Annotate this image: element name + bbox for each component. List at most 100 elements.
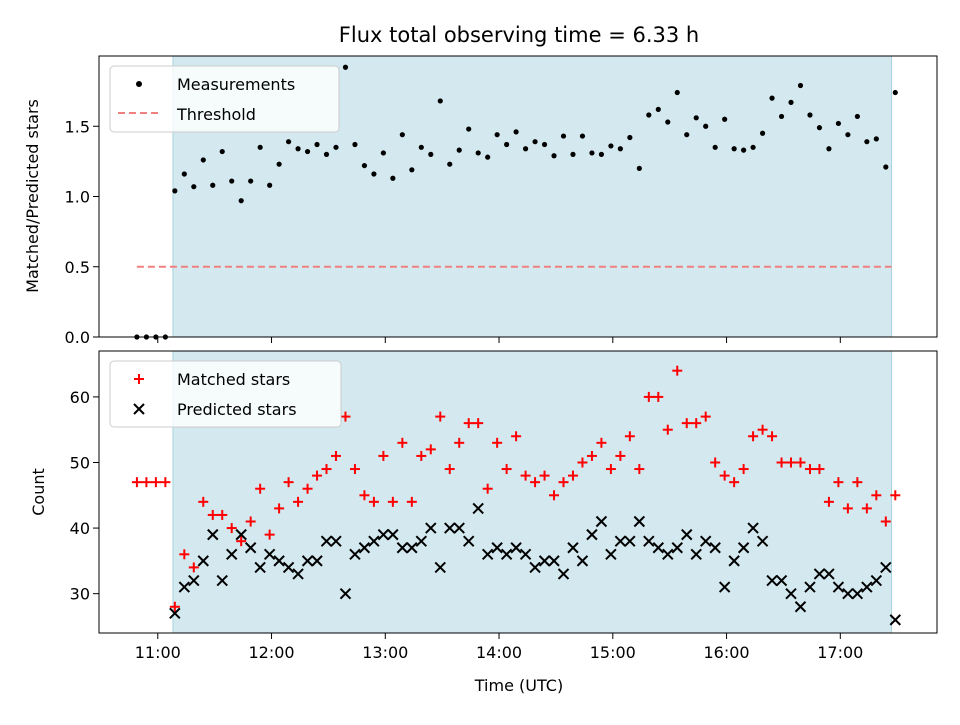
measurement-point — [665, 119, 671, 125]
matched-star-point — [615, 450, 626, 461]
measurement-point — [674, 89, 680, 96]
predicted-star-point-b — [662, 548, 674, 561]
matched-star-point — [691, 418, 702, 429]
measurement-point — [703, 123, 709, 129]
predicted-star-point-b — [756, 535, 769, 547]
measurement-point — [437, 98, 443, 104]
measurement-point — [485, 154, 491, 160]
xtick-label: 16:00 — [703, 643, 749, 662]
measurement-point — [513, 129, 519, 135]
top-ytick-label: 1.5 — [65, 117, 90, 136]
measurement-point — [788, 99, 794, 105]
predicted-star-point-b — [775, 574, 788, 587]
matched-star-point — [748, 431, 759, 442]
predicted-star-point-b — [349, 548, 361, 561]
measurement-point — [522, 146, 529, 152]
predicted-star-point-b — [396, 542, 409, 554]
measurement-point — [684, 132, 690, 138]
top-legend-box — [109, 65, 340, 133]
predicted-star-point-b — [377, 528, 390, 541]
predicted-star-point — [699, 535, 712, 547]
predicted-star-point-b — [178, 581, 191, 593]
predicted-star-point — [548, 555, 560, 567]
matched-star-point — [662, 424, 673, 435]
predicted-star-point — [823, 568, 835, 580]
measurement-point — [845, 132, 851, 138]
bottom-ytick-label: 40 — [70, 519, 90, 538]
matched-star-point — [444, 464, 455, 475]
matched-star-point — [586, 450, 597, 461]
matched-star-point — [729, 477, 740, 488]
predicted-star-point — [339, 587, 352, 600]
xtick-label: 15:00 — [590, 643, 636, 662]
predicted-star-point — [766, 574, 778, 587]
predicted-star-point — [557, 568, 570, 580]
measurement-point — [778, 113, 785, 120]
matched-star-point — [160, 477, 171, 488]
matched-star-point — [482, 483, 493, 494]
bottom-ytick-label: 50 — [70, 453, 90, 472]
matched-star-point — [700, 411, 711, 422]
predicted-star-point-b — [244, 542, 257, 554]
predicted-star-point — [794, 601, 807, 613]
predicted-star-point-b — [444, 522, 456, 534]
xtick-label: 17:00 — [817, 643, 863, 662]
measurement-point — [504, 141, 510, 148]
predicted-star-point-b — [728, 555, 740, 567]
matched-star-point — [378, 450, 389, 461]
measurement-point — [248, 178, 254, 184]
predicted-star-point — [169, 607, 181, 620]
measurement-point — [560, 133, 567, 139]
predicted-star-point — [785, 587, 797, 600]
measurement-point — [759, 130, 766, 136]
predicted-star-point — [737, 542, 750, 554]
predicted-star-point — [226, 548, 238, 561]
predicted-star-point — [368, 535, 380, 547]
predicted-star-point — [292, 568, 304, 580]
matched-star-point — [302, 483, 313, 494]
predicted-star-point — [216, 574, 228, 587]
predicted-star-point — [889, 614, 901, 626]
predicted-star-point — [690, 548, 702, 561]
predicted-star-point — [244, 542, 257, 554]
matched-star-point — [539, 470, 550, 481]
measurement-point — [466, 126, 472, 132]
predicted-star-point — [538, 555, 551, 567]
predicted-star-point — [491, 542, 503, 554]
bottom-legend: Matched stars Predicted stars — [109, 360, 342, 428]
matched-star-point — [226, 523, 237, 534]
matched-star-point — [131, 477, 142, 488]
matched-star-point — [795, 457, 806, 468]
measurement-point — [456, 147, 462, 153]
predicted-star-point-b — [207, 528, 219, 541]
matched-star-point — [634, 464, 645, 475]
measurement-point — [646, 112, 652, 118]
measurement-point — [532, 139, 538, 145]
matched-star-point — [681, 418, 692, 429]
measurement-point — [627, 134, 633, 141]
predicted-star-point-b — [737, 542, 750, 554]
predicted-star-point — [880, 561, 892, 574]
predicted-star-point — [870, 574, 883, 587]
measurement-point — [447, 161, 453, 167]
measurement-point — [807, 112, 813, 118]
measurement-point — [712, 144, 718, 150]
x-axis-label: Time (UTC) — [474, 676, 563, 695]
matched-star-point — [169, 601, 180, 612]
measurement-point — [655, 106, 661, 112]
predicted-star-point-b — [652, 542, 665, 554]
top-ytick-label: 0.0 — [65, 328, 90, 347]
predicted-star-point-b — [699, 535, 712, 547]
matched-star-point — [738, 464, 749, 475]
measurement-point — [342, 64, 349, 70]
matched-star-point — [624, 431, 635, 442]
predicted-star-point-b — [586, 528, 598, 541]
predicted-star-point-b — [870, 574, 883, 587]
predicted-star-point-b — [813, 568, 826, 580]
measurement-point — [380, 150, 386, 156]
matched-star-point — [653, 391, 664, 402]
legend-plus — [134, 374, 144, 384]
predicted-star-point-b — [804, 581, 816, 593]
predicted-star-point — [387, 528, 399, 541]
